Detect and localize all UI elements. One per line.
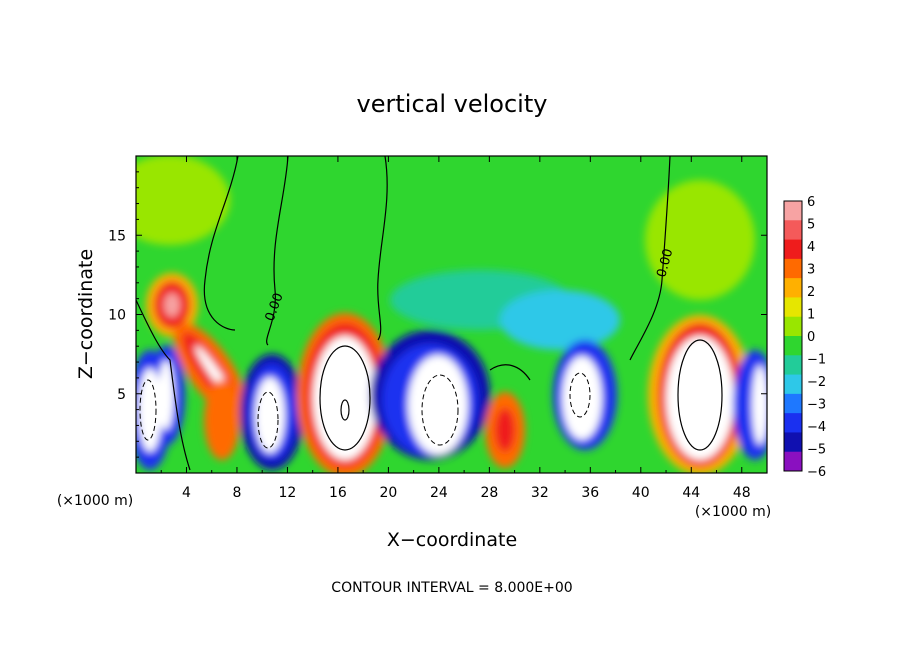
contour-label: 0.00	[654, 247, 676, 279]
colorbar-tick-label: 6	[807, 195, 815, 210]
field-region	[138, 368, 162, 452]
colorbar-swatch	[784, 393, 802, 414]
colorbar-swatch	[784, 413, 802, 433]
colorbar-swatch	[784, 220, 802, 241]
field-region	[666, 336, 734, 460]
x-axis: 4 8 12 16 20 24 28 32 36 40 44 48	[160, 156, 751, 501]
colorbar-swatch	[784, 297, 802, 318]
colorbar-swatch	[784, 239, 802, 260]
x-tick-label: 8	[232, 485, 241, 501]
x-axis-title: X−coordinate	[387, 529, 517, 551]
colorbar-swatch	[784, 336, 802, 356]
field-region	[500, 290, 620, 350]
contour-interval: CONTOUR INTERVAL = 8.000E+00	[331, 580, 572, 596]
colorbar-tick-label: −3	[807, 398, 826, 413]
contour-lines	[136, 156, 723, 471]
zero-contour	[377, 156, 388, 341]
colorbar-swatch	[784, 374, 802, 395]
colorbar-swatch	[784, 316, 802, 337]
x-tick-label: 24	[430, 485, 448, 501]
colorbar-tick-label: 4	[807, 240, 815, 255]
y-tick-label: 5	[117, 387, 126, 403]
colorbar-swatch	[784, 258, 802, 279]
colorbar-swatch	[784, 278, 802, 298]
x-tick-label: 44	[682, 485, 700, 501]
x-tick-label: 4	[182, 485, 191, 501]
y-axis-title: Z−coordinate	[75, 249, 97, 379]
y-axis: 5 10 15	[108, 171, 767, 458]
colorbar-tick-label: −6	[807, 465, 826, 480]
x-tick-label: 32	[531, 485, 549, 501]
contour-ellipse	[139, 379, 157, 441]
x-unit-left: (×1000 m)	[57, 493, 133, 509]
colorbar-tick-label: 5	[807, 218, 815, 233]
zero-contour	[136, 299, 191, 471]
colorbar-frame	[783, 200, 803, 472]
colorbar-tick-label: 0	[807, 330, 815, 345]
contour-ellipse	[257, 391, 279, 449]
contour-ellipse	[319, 345, 371, 451]
colorbar-tick-label: −5	[807, 443, 826, 458]
colorbar-swatch	[784, 201, 802, 221]
colorbar-tick-label: −1	[807, 353, 826, 368]
chart-title: vertical velocity	[357, 90, 548, 118]
plot-area: 0.00 0.00	[136, 156, 767, 473]
field-region	[752, 365, 767, 445]
colorbar-tick-label: 2	[807, 285, 815, 300]
field-region	[408, 355, 468, 455]
x-tick-label: 48	[733, 485, 751, 501]
dashed-contours	[139, 372, 591, 449]
colorbar-swatch	[784, 451, 802, 472]
colorbar-swatch	[784, 355, 802, 376]
x-tick-label: 40	[632, 485, 650, 501]
field-region	[164, 293, 180, 317]
zero-contour	[629, 156, 671, 361]
colorbar-swatch	[784, 432, 802, 453]
colorbar-tick-label: 3	[807, 263, 815, 278]
field-region	[495, 408, 515, 452]
contour-ellipse	[569, 372, 591, 418]
x-tick-label: 20	[379, 485, 397, 501]
contour-ellipse	[340, 399, 350, 421]
x-tick-label: 12	[279, 485, 297, 501]
x-tick-label: 36	[581, 485, 599, 501]
contour-ellipse	[421, 374, 459, 446]
contour-ellipse	[677, 339, 723, 451]
y-tick-label: 10	[108, 308, 126, 324]
zero-contour	[203, 156, 239, 331]
x-unit-right: (×1000 m)	[695, 504, 771, 520]
zero-contour	[489, 364, 531, 381]
field-region	[645, 180, 755, 300]
zero-contour	[266, 156, 289, 346]
colorbar: 6 5 4 3 2 1 0 −1 −2 −3 −4 −5 −6	[783, 195, 826, 480]
field-region	[136, 156, 230, 245]
field-region	[204, 380, 240, 460]
colorbar-tick-label: −2	[807, 375, 826, 390]
field-layer	[136, 156, 767, 473]
colorbar-tick-label: 1	[807, 308, 815, 323]
field-region	[313, 336, 377, 460]
y-tick-label: 15	[108, 228, 126, 244]
field-region	[562, 356, 602, 440]
field-region	[158, 360, 174, 430]
x-tick-label: 28	[480, 485, 498, 501]
x-tick-label: 16	[329, 485, 347, 501]
colorbar-tick-label: −4	[807, 420, 826, 435]
field-region	[255, 377, 285, 453]
